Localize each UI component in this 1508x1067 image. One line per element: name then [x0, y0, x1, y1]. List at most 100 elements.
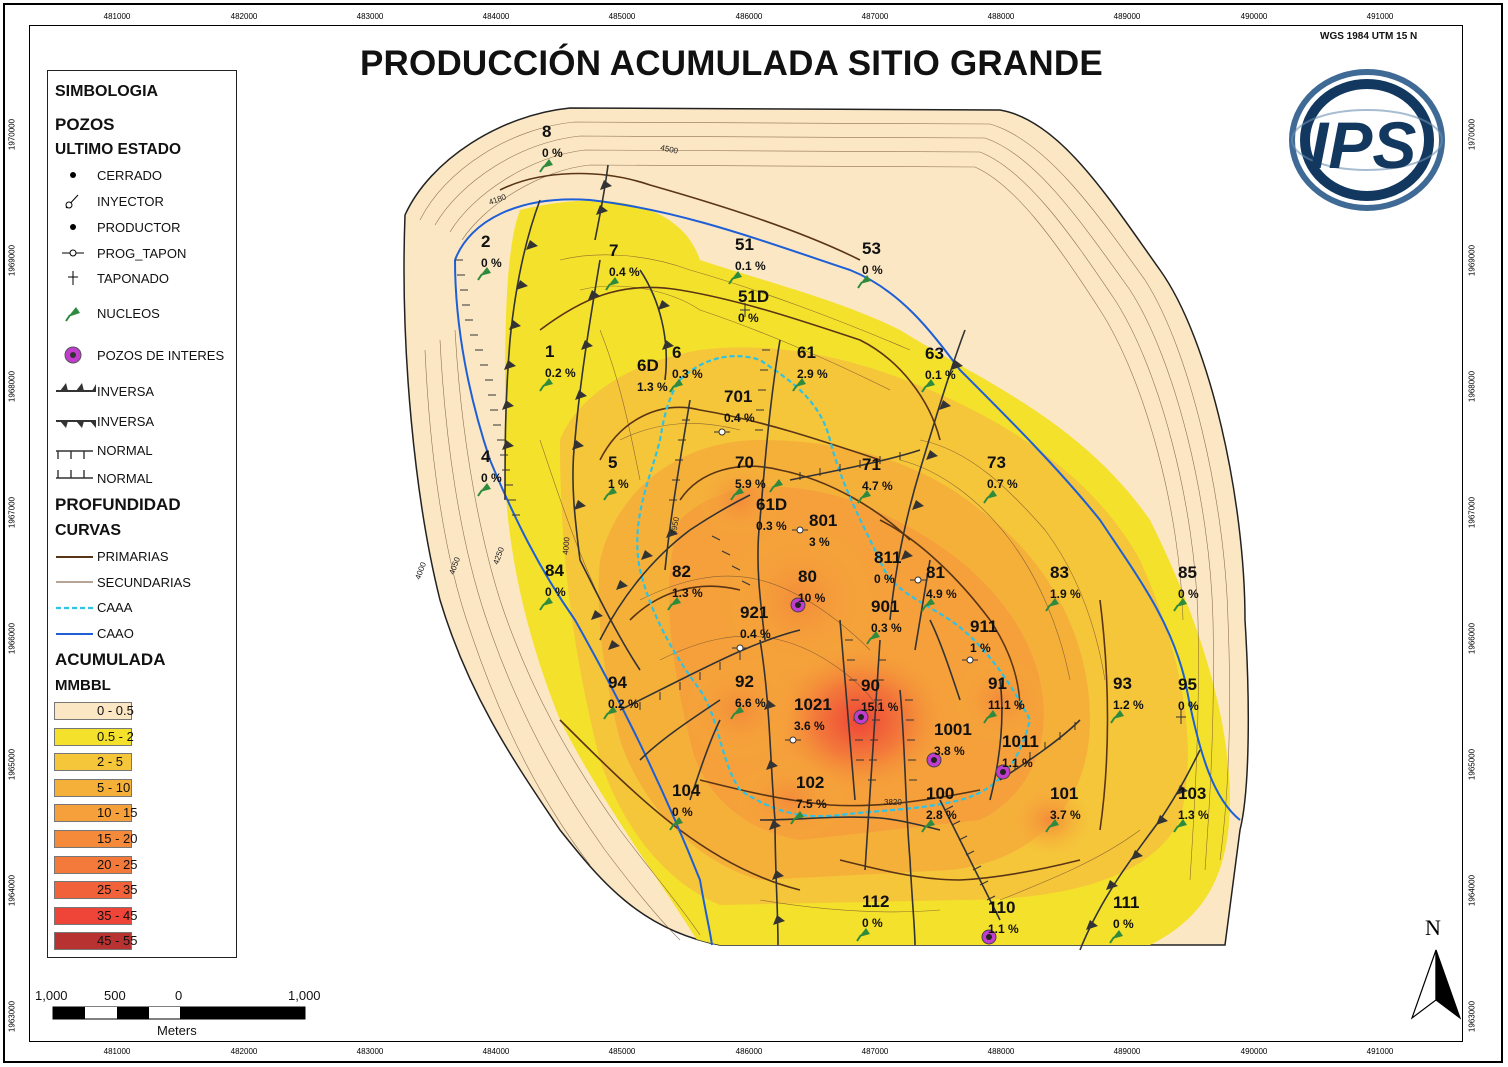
well-701[interactable]: 701 0.4 % — [714, 387, 755, 436]
productor-icon — [858, 714, 864, 720]
nucleo-pin-icon — [860, 490, 871, 499]
well-percent: 0.2 % — [545, 366, 576, 380]
well-6[interactable]: 6 0.3 % — [669, 343, 703, 393]
well-84[interactable]: 840 % — [539, 561, 566, 611]
nucleo-pin-stem — [769, 485, 775, 493]
legend-class-label: 45 - 55 — [97, 933, 138, 949]
nucleo-pin-stem — [983, 716, 989, 724]
well-5[interactable]: 51 % — [603, 453, 629, 501]
well-percent: 3 % — [809, 535, 830, 549]
legend-heading: SIMBOLOGIA — [55, 83, 159, 100]
well-percent: 7.5 % — [796, 797, 827, 811]
nucleo-pin-stem — [921, 385, 927, 393]
nucleo-pin-stem — [1173, 825, 1179, 833]
legend-heading: CURVAS — [55, 522, 122, 539]
nucleo-pin-stem — [921, 604, 927, 612]
legend-class-swatch — [54, 778, 132, 797]
well-71[interactable]: 71 4.7 % — [857, 455, 893, 504]
legend-class-swatch — [54, 727, 132, 746]
well-94[interactable]: 94 0.2 % — [603, 673, 639, 720]
primary-contours — [499, 172, 1109, 891]
well-percent: 0 % — [1178, 587, 1199, 601]
productor-icon — [795, 602, 801, 608]
nucleo-pin-icon — [986, 490, 997, 499]
well-91[interactable]: 91 11.1 % — [983, 674, 1025, 724]
well-percent: 1.3 % — [1178, 808, 1209, 822]
hotspot-101 — [1010, 785, 1090, 855]
well-80[interactable]: 80 10 % — [790, 567, 826, 613]
well-1011[interactable]: 1011 1.1 % — [995, 732, 1039, 780]
well-percent: 2.9 % — [797, 367, 828, 381]
well-percent: 0.2 % — [608, 697, 639, 711]
well-93[interactable]: 93 1.2 % — [1110, 674, 1144, 724]
legend-label: PRODUCTOR — [97, 220, 181, 235]
legend-class-label: 5 - 10 — [97, 779, 131, 795]
nucleo-pin-icon — [924, 819, 935, 828]
well-110[interactable]: 110 1.1 % — [981, 898, 1019, 945]
well-92[interactable]: 92 6.6 % — [730, 672, 766, 720]
scale-label: 1,000 — [288, 988, 321, 1003]
well-73[interactable]: 73 0.7 % — [983, 453, 1018, 504]
well-percent: 1.9 % — [1050, 587, 1081, 601]
well-102[interactable]: 102 7.5 % — [790, 773, 827, 825]
well-103[interactable]: 103 1.3 % — [1173, 784, 1209, 833]
well-85[interactable]: 850 % — [1173, 563, 1199, 612]
well-label: 85 — [1178, 563, 1197, 582]
well-82[interactable]: 82 1.3 % — [667, 562, 703, 611]
x-tick-label: 485000 — [608, 1047, 636, 1056]
well-921[interactable]: 921 0.4 % — [732, 603, 771, 652]
well-label: 1 — [545, 342, 554, 361]
nucleo-pin-stem — [857, 281, 863, 289]
well-2[interactable]: 20 % — [477, 232, 502, 281]
well-95[interactable]: 950 % — [1176, 675, 1199, 724]
well-83[interactable]: 83 1.9 % — [1045, 563, 1081, 612]
legend-heading: MMBBL — [55, 677, 111, 694]
well-1[interactable]: 1 0.2 % — [539, 342, 576, 392]
nucleo-pin-stem — [983, 496, 989, 504]
well-7[interactable]: 7 0.4 % — [605, 241, 640, 291]
well-70[interactable]: 70 5.9 % — [730, 453, 766, 501]
well-label: 80 — [798, 567, 817, 586]
productor-icon — [1000, 769, 1006, 775]
prog-tapon-icon — [62, 249, 84, 257]
well-61D[interactable]: 61D 0.3 % — [756, 479, 787, 533]
well-1001[interactable]: 1001 3.8 % — [926, 720, 972, 768]
nucleo-pin-stem — [539, 603, 545, 611]
well-61[interactable]: 61 2.9 % — [792, 343, 828, 392]
scale-bar — [52, 1006, 306, 1020]
well-1021[interactable]: 1021 3.6 % — [785, 695, 832, 744]
taponado-icon — [1176, 710, 1186, 724]
well-label: 101 — [1050, 784, 1078, 803]
well-percent: 0.3 % — [756, 519, 787, 533]
well-label: 51D — [738, 287, 769, 306]
x-tick-label: 485000 — [608, 12, 636, 21]
well-81[interactable]: 81 4.9 % — [921, 563, 957, 612]
ips-logo — [1289, 69, 1445, 211]
taponado-icon — [740, 303, 750, 317]
well-8[interactable]: 80 % — [539, 122, 563, 173]
legend-class-label: 35 - 45 — [97, 907, 138, 923]
well-101[interactable]: 101 3.7 % — [1045, 784, 1081, 833]
well-100[interactable]: 100 2.8 % — [921, 784, 957, 833]
prog-tapon-icon — [966, 656, 974, 664]
well-53[interactable]: 530 % — [857, 239, 883, 289]
well-4[interactable]: 40 % — [477, 447, 502, 497]
well-51[interactable]: 51 0.1 % — [728, 235, 766, 285]
well-percent: 1.1 % — [988, 922, 1019, 936]
well-901[interactable]: 901 0.3 % — [866, 597, 902, 645]
well-63[interactable]: 63 0.1 % — [921, 344, 956, 393]
well-label: 6D — [637, 356, 659, 375]
scale-units: Meters — [157, 1023, 197, 1038]
x-tick-label: 490000 — [1240, 1047, 1268, 1056]
inyector-icon — [65, 194, 79, 209]
nucleo-pin-icon — [1176, 819, 1187, 828]
well-90[interactable]: 90 15.1 % — [853, 676, 899, 725]
nucleo-pin-icon — [1176, 598, 1187, 607]
